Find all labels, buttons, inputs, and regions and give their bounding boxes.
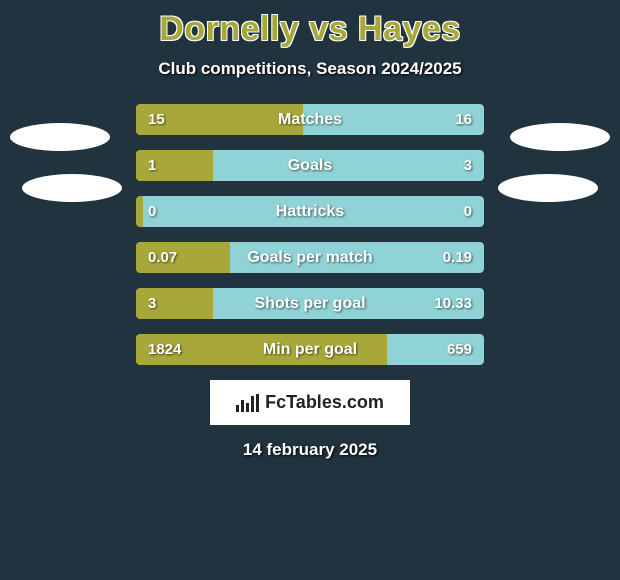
stat-row: 15Matches16 [136,104,484,135]
stat-row: 0Hattricks0 [136,196,484,227]
page-title: Dornelly vs Hayes [0,10,620,49]
stat-value-right: 659 [447,334,472,365]
team-left-logo-2 [22,174,122,202]
stat-label: Goals [136,150,484,181]
brand-text: FcTables.com [265,392,384,413]
stat-label: Matches [136,104,484,135]
stat-row: 1824Min per goal659 [136,334,484,365]
stat-row: 1Goals3 [136,150,484,181]
stat-label: Min per goal [136,334,484,365]
stat-label: Shots per goal [136,288,484,319]
stat-value-right: 3 [464,150,472,181]
stat-value-right: 0 [464,196,472,227]
brand-chart-icon [236,394,259,412]
stat-row: 3Shots per goal10.33 [136,288,484,319]
brand-badge: FcTables.com [210,380,410,425]
team-right-logo-1 [510,123,610,151]
subtitle: Club competitions, Season 2024/2025 [0,59,620,79]
team-left-logo-1 [10,123,110,151]
stat-value-right: 0.19 [443,242,472,273]
stat-value-right: 10.33 [434,288,472,319]
team-right-logo-2 [498,174,598,202]
stat-value-right: 16 [455,104,472,135]
date-text: 14 february 2025 [0,440,620,460]
stat-label: Goals per match [136,242,484,273]
stat-label: Hattricks [136,196,484,227]
stat-row: 0.07Goals per match0.19 [136,242,484,273]
stats-bars: 15Matches16 1Goals3 0Hattricks0 0.07Goals p… [136,104,484,365]
